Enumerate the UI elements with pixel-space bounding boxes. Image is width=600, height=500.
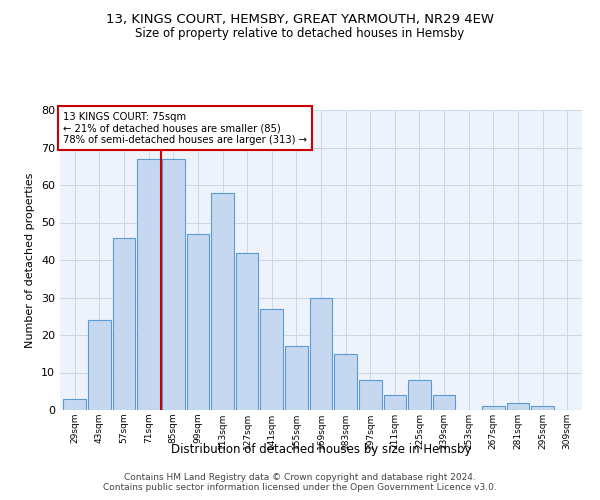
Bar [359, 380, 382, 410]
Bar [531, 406, 554, 410]
Bar [334, 354, 357, 410]
Text: Distribution of detached houses by size in Hemsby: Distribution of detached houses by size … [171, 442, 471, 456]
Bar [506, 402, 529, 410]
Bar [310, 298, 332, 410]
Bar [383, 395, 406, 410]
Bar [236, 252, 259, 410]
Bar [482, 406, 505, 410]
Bar [211, 192, 234, 410]
Y-axis label: Number of detached properties: Number of detached properties [25, 172, 35, 348]
Bar [260, 308, 283, 410]
Bar [408, 380, 431, 410]
Bar [162, 159, 185, 410]
Bar [113, 238, 136, 410]
Bar [187, 234, 209, 410]
Text: Contains HM Land Registry data © Crown copyright and database right 2024.
Contai: Contains HM Land Registry data © Crown c… [103, 472, 497, 492]
Bar [64, 399, 86, 410]
Bar [88, 320, 111, 410]
Text: 13 KINGS COURT: 75sqm
← 21% of detached houses are smaller (85)
78% of semi-deta: 13 KINGS COURT: 75sqm ← 21% of detached … [62, 112, 307, 144]
Bar [285, 346, 308, 410]
Bar [137, 159, 160, 410]
Text: Size of property relative to detached houses in Hemsby: Size of property relative to detached ho… [136, 28, 464, 40]
Bar [433, 395, 455, 410]
Text: 13, KINGS COURT, HEMSBY, GREAT YARMOUTH, NR29 4EW: 13, KINGS COURT, HEMSBY, GREAT YARMOUTH,… [106, 12, 494, 26]
